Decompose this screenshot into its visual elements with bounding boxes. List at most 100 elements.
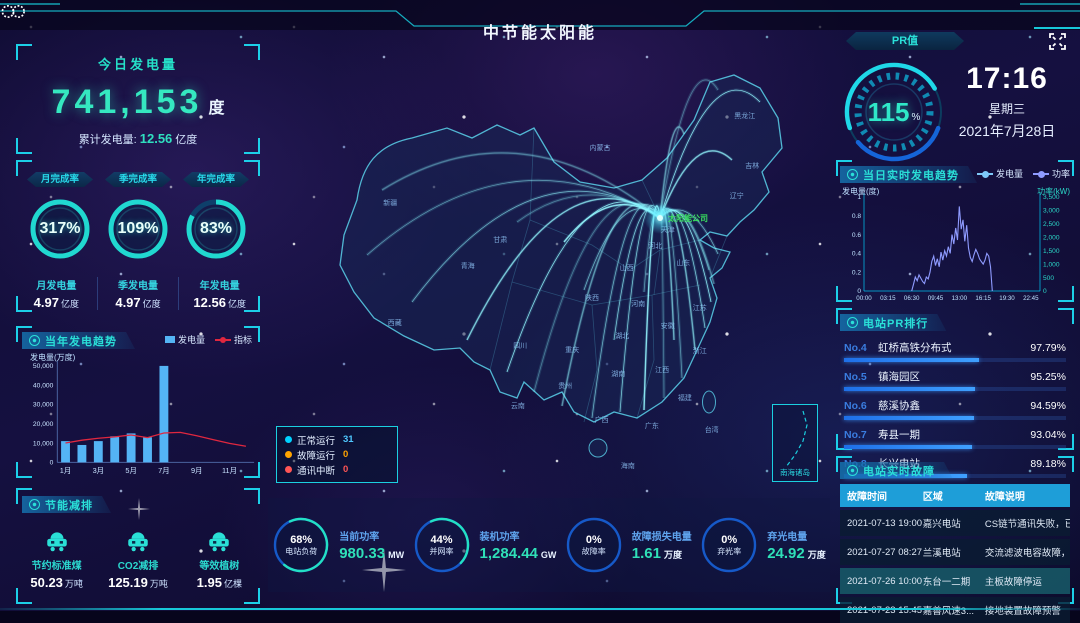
sea-box-label: 南海诸岛 xyxy=(780,468,810,477)
svg-text:湖南: 湖南 xyxy=(611,369,625,378)
fault-region: 兰溪电站 xyxy=(922,548,961,559)
co2-reduction-value: 125.19 xyxy=(108,575,148,590)
offline-status-value: 0 xyxy=(343,464,349,475)
svg-text:06:30: 06:30 xyxy=(904,295,920,302)
rank-bar-track xyxy=(844,358,1066,362)
map-status-legend: 正常运行 31 故障运行 0 通讯中断 0 xyxy=(276,426,398,483)
daily-trend-panel: 当日实时发电趋势 发电量 功率 发电量(度) 功率(kW) 0 0.2 0.4 0.6… xyxy=(836,160,1074,302)
rank-bar-fill xyxy=(844,445,973,449)
company-logo-icon xyxy=(1,5,25,18)
completion-rates-panel: 月完成率 317% 季完成率 109% 年完成率 83% 月发电量 4.97 亿度… xyxy=(16,160,260,312)
legend-item-generation[interactable]: 发电量 xyxy=(164,333,205,346)
page-title-text: 中节能太阳能 xyxy=(482,25,597,42)
legend-item-power[interactable]: 功率 xyxy=(1032,167,1070,180)
legend-fault-row: 故障运行 0 xyxy=(285,447,389,462)
fault-row[interactable]: 2021-07-13 19:00 嘉兴电站 CS链节通讯失败，已... xyxy=(840,510,1070,536)
col-region: 区域 xyxy=(922,492,943,503)
monthly-volume-unit: 亿度 xyxy=(60,299,79,309)
svg-text:0.8: 0.8 xyxy=(852,213,861,220)
today-generation-title: 今日发电量 xyxy=(97,57,178,72)
current-power-value: 980.33 xyxy=(339,545,386,562)
svg-text:9月: 9月 xyxy=(191,466,202,475)
yearly-trend-legend: 发电量 指标 xyxy=(164,333,252,346)
fault-description: CS链节通讯失败，已... xyxy=(984,519,1070,530)
svg-text:吉林: 吉林 xyxy=(745,161,759,170)
rank-bar-track xyxy=(844,387,1066,391)
china-map[interactable]: 黑龙江吉林辽宁内蒙古新疆甘肃青海西藏四川云南贵州重庆陕西山西河北天津山东河南江苏… xyxy=(262,40,832,490)
fault-rate-label: 故障率 xyxy=(581,546,606,556)
daily-ylabel-left: 发电量(度) xyxy=(842,187,880,196)
total-generation-label: 累计发电量: xyxy=(78,134,137,146)
monthly-rate-gauge: 月完成率 317% xyxy=(22,169,98,263)
svg-text:1: 1 xyxy=(857,194,861,201)
svg-text:黑龙江: 黑龙江 xyxy=(734,111,755,120)
generation-legend-swatch xyxy=(976,170,993,178)
pr-unit: % xyxy=(911,111,921,123)
offline-status-dot xyxy=(285,466,292,473)
fault-time: 2021-07-26 10:00 xyxy=(847,575,923,587)
daily-ylabel-right: 功率(kW) xyxy=(1037,187,1070,196)
installed-capacity-kpi: 44% 并网率 装机功率 1,284.44 GW xyxy=(413,516,557,574)
svg-text:四川: 四川 xyxy=(513,342,527,350)
fault-table-header-badge: 电站实时故障 xyxy=(840,462,953,479)
coal-saving-value: 50.23 xyxy=(30,575,63,590)
svg-text:2,500: 2,500 xyxy=(1043,221,1060,228)
clock: 17:16 星期三 2021年7月28日 xyxy=(940,62,1074,141)
svg-text:海南: 海南 xyxy=(621,461,635,470)
col-fault-time: 故障时间 xyxy=(847,492,887,503)
coal-saving-unit: 万吨 xyxy=(64,579,83,589)
svg-text:1月: 1月 xyxy=(60,466,71,475)
installed-capacity-unit: GW xyxy=(540,550,557,560)
today-generation-panel: 今日发电量 741,153 度 累计发电量: 12.56 亿度 xyxy=(16,44,260,154)
load-label: 电站负荷 xyxy=(285,546,318,556)
section-icon xyxy=(847,169,858,180)
fault-row[interactable]: 2021-07-27 08:27 兰溪电站 交流滤波电容故障，... xyxy=(840,539,1070,565)
monthly-rate-value: 317% xyxy=(39,220,81,237)
energy-saving-panel: 节能减排 节约标准煤 50.23 万吨 CO2减排 125.19 万吨 xyxy=(16,488,260,604)
svg-text:0.4: 0.4 xyxy=(852,251,861,258)
fault-loss-label: 故障损失电量 xyxy=(631,532,692,543)
star-sparkle xyxy=(362,548,406,592)
fullscreen-button[interactable] xyxy=(1049,33,1066,50)
svg-text:5月: 5月 xyxy=(125,466,136,475)
daily-trend-header: 当日实时发电趋势 xyxy=(840,166,977,183)
star-sparkle xyxy=(128,498,150,520)
fault-row-highlighted[interactable]: 2021-07-26 10:00 东台一二期 主板故障停运 xyxy=(840,568,1070,594)
load-pct: 68% xyxy=(290,534,313,547)
svg-text:内蒙古: 内蒙古 xyxy=(590,143,611,152)
svg-text:40,000: 40,000 xyxy=(33,382,54,389)
normal-status-dot xyxy=(285,436,292,443)
fault-row[interactable]: 2021-07-23 15:45 嘉善风速3... 接地装置故障预警 xyxy=(840,597,1070,623)
quarterly-rate-gauge: 季完成率 109% xyxy=(100,169,176,263)
installed-capacity-label: 装机功率 xyxy=(479,532,520,543)
quarterly-volume: 季发电量 4.97 亿度 xyxy=(96,277,180,310)
legend-item-generation[interactable]: 发电量 xyxy=(976,167,1023,180)
clock-time: 17:16 xyxy=(966,62,1048,95)
south-china-sea-box: 南海诸岛 xyxy=(772,404,818,482)
pr-value: 115 xyxy=(867,96,910,127)
svg-text:0.6: 0.6 xyxy=(852,232,861,239)
tree-equivalent-label: 等效植树 xyxy=(199,561,240,572)
tree-equivalent-value: 1.95 xyxy=(196,575,222,590)
fault-description: 主板故障停运 xyxy=(984,577,1042,588)
svg-text:2,000: 2,000 xyxy=(1043,234,1060,241)
curtailment-kpi: 0% 弃光率 弃光电量 24.92 万度 xyxy=(700,516,826,574)
energy-saving-title: 节能减排 xyxy=(45,499,93,512)
power-legend-swatch xyxy=(1032,170,1049,178)
curtailment-rate-label: 弃光率 xyxy=(717,546,742,556)
monthly-volume: 月发电量 4.97 亿度 xyxy=(16,277,97,310)
clock-date: 2021年7月28日 xyxy=(958,123,1056,139)
svg-text:云南: 云南 xyxy=(511,401,525,410)
svg-text:03:15: 03:15 xyxy=(880,295,896,302)
rank-no: No.4 xyxy=(844,342,867,354)
pr-badge-wrap: PR值 xyxy=(846,31,964,50)
header-decoration-lines xyxy=(0,3,1080,27)
rank-bar-fill xyxy=(844,358,979,362)
grid-rate-pct: 44% xyxy=(430,534,453,547)
grid-rate-ring xyxy=(414,517,469,573)
svg-text:0: 0 xyxy=(50,460,54,467)
fault-time: 2021-07-13 19:00 xyxy=(847,517,923,529)
legend-item-target[interactable]: 指标 xyxy=(214,333,252,346)
legend-offline-row: 通讯中断 0 xyxy=(285,462,389,477)
fault-time: 2021-07-27 08:27 xyxy=(847,546,923,558)
